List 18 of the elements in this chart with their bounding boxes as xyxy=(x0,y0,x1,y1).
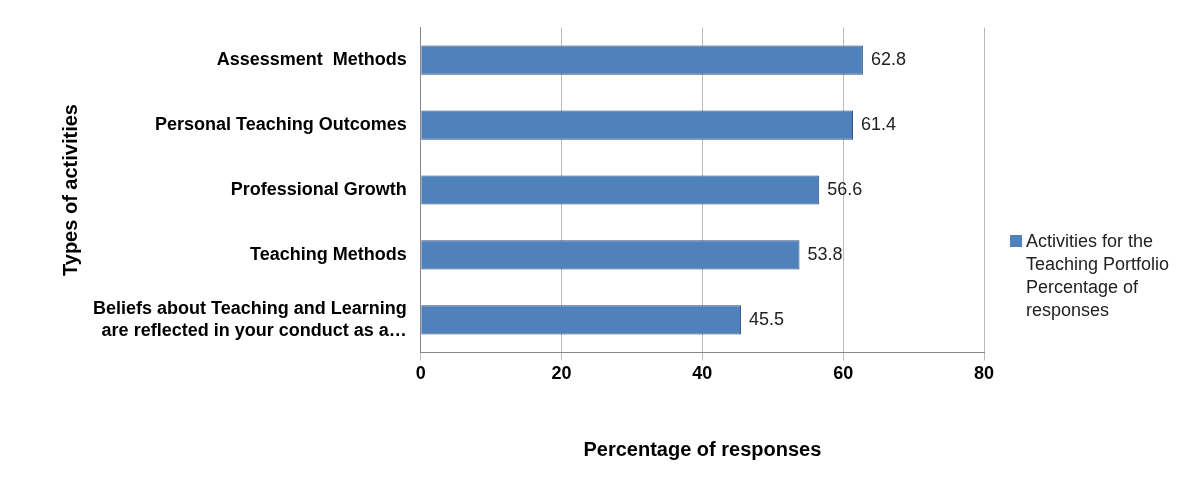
x-tick-label: 20 xyxy=(551,363,572,384)
x-tick-label: 80 xyxy=(973,363,995,384)
x-tick-label: 0 xyxy=(415,363,426,384)
y-tick-label: Personal Teaching Outcomes xyxy=(154,114,407,135)
y-tick-label: Professional Growth xyxy=(230,178,407,199)
x-tick-label: 60 xyxy=(833,363,854,384)
y-axis-title: Types of activities xyxy=(58,104,81,276)
legend-label: Activities for the Teaching Portfolio Percentage of responses xyxy=(1026,230,1171,322)
data-label: 61.4 xyxy=(861,114,897,135)
data-label: 62.8 xyxy=(870,49,906,70)
x-axis-title: Percentage of responses xyxy=(583,437,822,460)
data-label: 53.8 xyxy=(807,243,843,264)
data-label: 45.5 xyxy=(749,308,785,329)
data-label: 56.6 xyxy=(827,178,863,199)
y-tick-label: Beliefs about Teaching and Learning are reflected in your conduct as a… xyxy=(92,298,407,340)
y-tick-label: Teaching Methods xyxy=(250,243,407,264)
y-tick-label: Assessment Methods xyxy=(216,49,407,70)
x-tick-label: 40 xyxy=(692,363,713,384)
